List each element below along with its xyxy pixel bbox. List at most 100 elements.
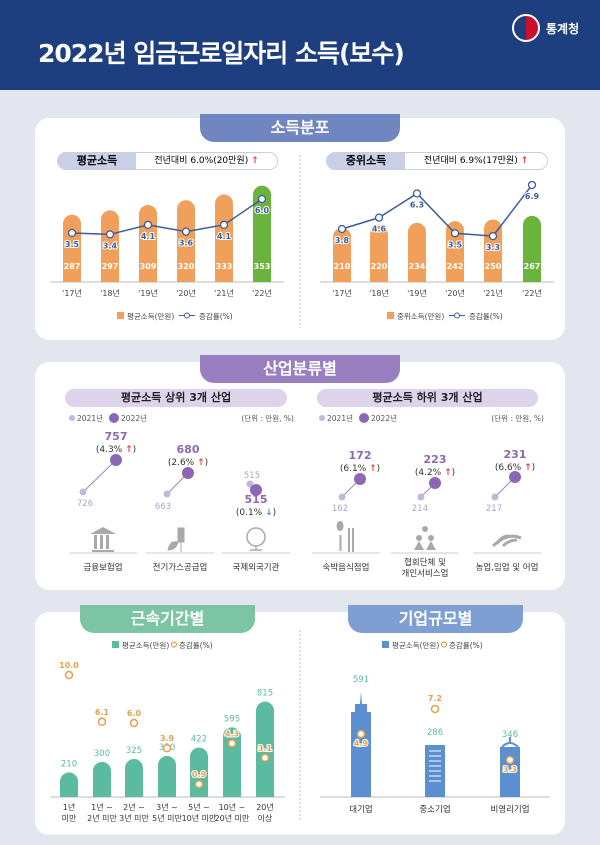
value-2022-label: 231 <box>504 448 527 461</box>
rate-point <box>64 670 74 680</box>
rate-point <box>257 194 267 204</box>
bar-value-label: 353 <box>254 262 271 271</box>
rate-point <box>412 189 422 198</box>
rate-label: 4.6 <box>372 225 387 234</box>
bar <box>523 215 541 282</box>
paren: ) <box>133 445 137 455</box>
bar-value-label: 595 <box>224 714 240 724</box>
value-2021-label: 663 <box>155 502 171 512</box>
header: 2022년 임금근로일자리 소득(보수) 통계청 <box>0 0 600 90</box>
rate-label: 3.1 <box>258 744 273 753</box>
x-tick-label: '19년 <box>407 288 427 298</box>
legend-bar-label: 평균소득(만원) <box>392 640 439 650</box>
rate-label: 0.9 <box>192 770 207 779</box>
bar <box>177 200 195 282</box>
rate-line <box>341 184 533 237</box>
rate-point <box>181 227 191 236</box>
up-arrow-icon: ↑ <box>125 445 133 455</box>
value-2021-label: 217 <box>486 504 502 514</box>
x-tick-label: '22년 <box>522 288 542 298</box>
rate-label: 6.9 <box>525 192 540 201</box>
top-industries-title: 평균소득 상위 3개 산업 <box>65 389 287 407</box>
bar-value-label: 286 <box>427 728 443 738</box>
rate-point <box>527 180 537 190</box>
median-income-label: 중위소득 <box>327 153 405 169</box>
paren: ) <box>273 508 277 518</box>
x-tick-label: 5년 ~ <box>188 802 210 812</box>
mean-income-label: 평균소득 <box>58 153 136 169</box>
legend-line-marker <box>184 312 190 319</box>
rate-point <box>374 213 384 222</box>
dot-2022 <box>250 484 262 496</box>
tab-firm: 기업규모별 <box>348 605 523 633</box>
spoon-chopsticks-icon <box>336 521 354 552</box>
rate-label: 4.1 <box>217 232 232 241</box>
bar-value-label: 287 <box>64 262 81 271</box>
globe-stand <box>250 546 262 551</box>
legend-bar-label: 평균소득(만원) <box>122 640 169 650</box>
legend-line-label: 증감률(%) <box>469 311 503 321</box>
mean-change-text: 전년대비 6.0%(20만원) <box>154 156 249 166</box>
legend-rate-label: 증감률(%) <box>449 640 483 650</box>
rate-point <box>162 743 172 753</box>
rate-point <box>219 220 229 229</box>
rate-point <box>337 224 347 234</box>
rate-label: 10.0 <box>59 661 79 670</box>
skyscraper-spire <box>355 692 367 712</box>
legend-2022-dot <box>359 413 369 423</box>
tab-distribution: 소득분포 <box>200 114 400 142</box>
tab-tenure: 근속기간별 <box>80 605 255 633</box>
value-2021-label: 162 <box>332 504 348 514</box>
rate-point <box>227 739 237 748</box>
industry-label: 국제외국기관 <box>233 562 280 573</box>
x-tick-label: 10년 ~ <box>219 802 246 812</box>
legend-2021-label: 2021년 <box>327 413 353 423</box>
up-arrow-icon: ↑ <box>520 156 529 166</box>
bar <box>256 701 274 797</box>
x-tick-label: 3년 ~ <box>156 802 178 812</box>
bar <box>101 210 119 282</box>
bar <box>158 756 176 797</box>
rate-line <box>71 198 263 236</box>
x-tick-label: 20년 <box>256 802 274 812</box>
legend-2021-label: 2021년 <box>77 413 103 423</box>
rate-label: 3.5 <box>448 240 463 249</box>
bottom-industries-title: 평균소득 하위 3개 산업 <box>317 389 538 407</box>
rate-label: 3.4 <box>103 241 118 250</box>
x-tick-label: '17년 <box>332 288 352 298</box>
dot-2022 <box>110 454 122 466</box>
page-title: 2022년 임금근로일자리 소득(보수) <box>38 39 405 68</box>
bank-icon <box>90 527 116 552</box>
bar <box>446 221 464 282</box>
x-tick-label: '18년 <box>100 288 120 298</box>
paren: ) <box>532 463 536 473</box>
bar <box>223 727 241 797</box>
rate-point <box>450 229 460 238</box>
rate-label: 4.1 <box>141 232 156 241</box>
bar-value-label: 234 <box>409 262 426 271</box>
tab-industry: 산업분류별 <box>200 355 400 383</box>
legend-bar-swatch <box>382 641 389 648</box>
dot-2021 <box>246 480 254 488</box>
bar-value-label: 220 <box>371 262 388 271</box>
x-tick-label: '21년 <box>483 288 503 298</box>
median-income-summary: 중위소득 전년대비 6.9%(17만원) ↑ <box>326 152 548 170</box>
industry-label: 숙박음식점업 <box>323 562 370 573</box>
statistics-korea-logo-icon <box>512 14 540 42</box>
bar <box>60 772 78 797</box>
change-pct-label: (6.6% ↑) <box>495 463 535 473</box>
rate-label: 3.9 <box>160 734 175 743</box>
median-change-text: 전년대비 6.9%(17만원) <box>423 156 518 166</box>
x-tick-label: 1년 ~ <box>91 802 113 812</box>
rate-label: 3.8 <box>335 236 350 245</box>
rate-label: 7.2 <box>428 694 442 703</box>
change-pct-label: (2.6% ↑) <box>168 458 208 468</box>
industry-label: 농업,임업 및 어업 <box>476 562 539 573</box>
value-2021-label: 214 <box>412 504 428 514</box>
bar-value-label: 815 <box>257 689 273 699</box>
connector-line <box>82 459 117 493</box>
industry-label: 금융보험업 <box>83 563 122 573</box>
dot-2022 <box>509 471 521 483</box>
up-arrow-icon: ↑ <box>524 463 532 473</box>
legend-line-marker <box>454 312 460 319</box>
